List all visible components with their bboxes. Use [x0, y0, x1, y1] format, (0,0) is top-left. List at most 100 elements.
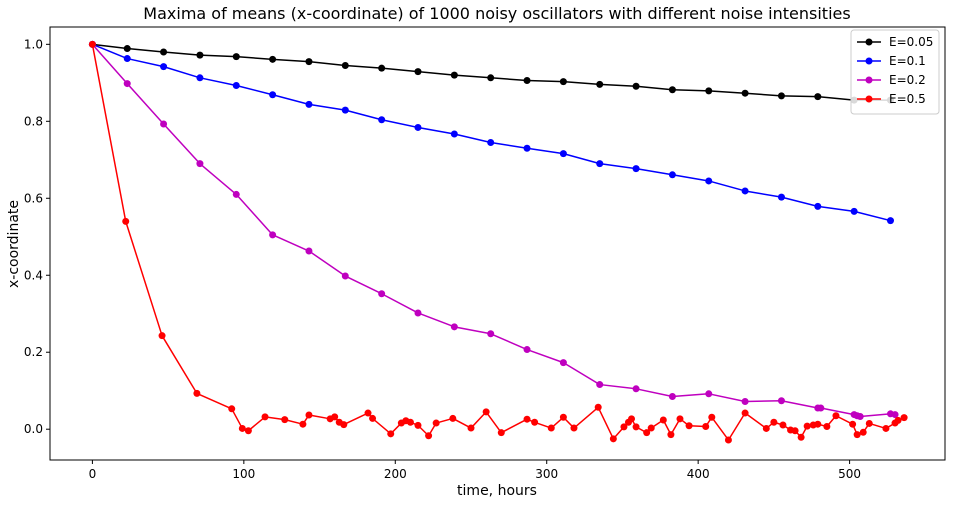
data-point-e-0-5: [228, 405, 236, 413]
data-point-e-0-5: [609, 435, 617, 443]
data-point-e-0-2: [596, 381, 604, 389]
legend-label-e-0-05: E=0.05: [889, 35, 933, 49]
series-e-0-05: [88, 40, 894, 104]
data-point-e-0-1: [632, 165, 640, 173]
data-point-e-0-5: [882, 424, 890, 432]
data-point-e-0-05: [160, 48, 168, 56]
data-point-e-0-5: [467, 424, 475, 432]
data-point-e-0-5: [570, 424, 578, 432]
data-point-e-0-5: [708, 413, 716, 421]
data-point-e-0-5: [406, 418, 414, 426]
data-point-e-0-1: [814, 202, 822, 210]
data-point-e-0-1: [850, 207, 858, 215]
data-point-e-0-5: [482, 408, 490, 416]
x-tick-label: 500: [838, 467, 861, 481]
data-point-e-0-5: [331, 413, 339, 421]
data-point-e-0-05: [123, 45, 131, 53]
data-point-e-0-05: [814, 93, 822, 101]
data-point-e-0-1: [886, 217, 894, 225]
data-point-e-0-5: [299, 420, 307, 428]
data-point-e-0-5: [900, 414, 908, 422]
x-tick-label: 100: [232, 467, 255, 481]
data-point-e-0-1: [196, 74, 204, 82]
x-tick-label: 300: [535, 467, 558, 481]
data-point-e-0-5: [762, 424, 770, 432]
data-point-e-0-5: [340, 421, 348, 429]
data-point-e-0-2: [705, 390, 713, 398]
data-point-e-0-5: [531, 418, 539, 426]
data-point-e-0-2: [305, 247, 313, 255]
data-point-e-0-5: [647, 424, 655, 432]
plot-frame: [49, 26, 946, 461]
data-point-e-0-05: [269, 55, 277, 63]
data-point-e-0-5: [667, 431, 675, 439]
data-point-e-0-05: [487, 74, 495, 82]
data-point-e-0-5: [797, 433, 805, 441]
data-point-e-0-05: [668, 86, 676, 94]
data-point-e-0-2: [668, 392, 676, 400]
data-point-e-0-5: [193, 389, 201, 397]
data-point-e-0-5: [364, 409, 372, 417]
data-point-e-0-1: [450, 130, 458, 138]
data-point-e-0-1: [269, 91, 277, 99]
legend-label-e-0-1: E=0.1: [889, 54, 926, 68]
data-point-e-0-05: [741, 89, 749, 97]
data-point-e-0-1: [559, 150, 567, 158]
data-point-e-0-5: [865, 419, 873, 427]
data-point-e-0-1: [523, 144, 531, 152]
data-point-e-0-5: [685, 422, 693, 430]
y-tick-label: 1.0: [24, 37, 43, 51]
data-point-e-0-5: [244, 427, 252, 435]
data-point-e-0-5: [779, 421, 787, 429]
data-point-e-0-5: [859, 428, 867, 436]
data-point-e-0-1: [305, 100, 313, 108]
data-point-e-0-05: [414, 68, 422, 76]
data-point-e-0-5: [849, 420, 857, 428]
data-point-e-0-1: [160, 63, 168, 71]
data-point-e-0-5: [741, 409, 749, 417]
y-axis-label: x-coordinate: [6, 200, 22, 288]
data-point-e-0-5: [547, 424, 555, 432]
data-point-e-0-2: [559, 359, 567, 367]
y-tick-label: 0.4: [24, 268, 43, 282]
data-point-e-0-2: [341, 272, 349, 280]
data-point-e-0-5: [281, 416, 289, 424]
data-point-e-0-5: [643, 429, 651, 437]
data-point-e-0-05: [559, 78, 567, 86]
data-point-e-0-2: [487, 330, 495, 338]
legend-marker-e-0-2: [865, 76, 873, 84]
data-point-e-0-05: [378, 64, 386, 72]
data-point-e-0-1: [741, 187, 749, 195]
data-point-e-0-2: [891, 411, 899, 419]
series-line-e-0-2: [91, 43, 896, 418]
data-point-e-0-5: [88, 40, 96, 48]
data-point-e-0-5: [425, 432, 433, 440]
data-point-e-0-2: [817, 404, 825, 412]
data-point-e-0-1: [123, 55, 131, 63]
x-axis-label: time, hours: [457, 483, 537, 499]
legend-marker-e-0-1: [865, 57, 873, 65]
x-tick-label: 200: [384, 467, 407, 481]
data-point-e-0-2: [196, 160, 204, 168]
data-point-e-0-5: [724, 436, 732, 444]
data-point-e-0-2: [777, 397, 785, 405]
data-point-e-0-05: [632, 82, 640, 90]
data-point-e-0-2: [414, 309, 422, 317]
data-point-e-0-1: [668, 171, 676, 179]
data-point-e-0-5: [632, 423, 640, 431]
plot-area: 0 100 200 300 400 500 0.0 0.2 0.4 0.6 0.8 1.0: [24, 26, 946, 481]
data-point-e-0-05: [523, 77, 531, 84]
data-point-e-0-5: [523, 415, 531, 423]
data-point-e-0-5: [853, 431, 861, 439]
x-tick-label: 0: [89, 467, 97, 481]
data-point-e-0-05: [450, 71, 458, 79]
series-line-e-0-05: [92, 43, 891, 101]
data-point-e-0-5: [894, 416, 902, 424]
data-point-e-0-1: [414, 123, 422, 131]
data-point-e-0-05: [305, 58, 313, 66]
data-point-e-0-5: [803, 422, 811, 430]
data-point-e-0-1: [378, 116, 386, 124]
series-line-e-0-5: [91, 44, 905, 441]
legend-box: [850, 29, 940, 115]
data-point-e-0-1: [596, 160, 604, 168]
